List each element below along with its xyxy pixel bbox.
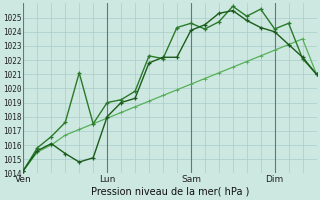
X-axis label: Pression niveau de la mer( hPa ): Pression niveau de la mer( hPa ) [91,187,249,197]
